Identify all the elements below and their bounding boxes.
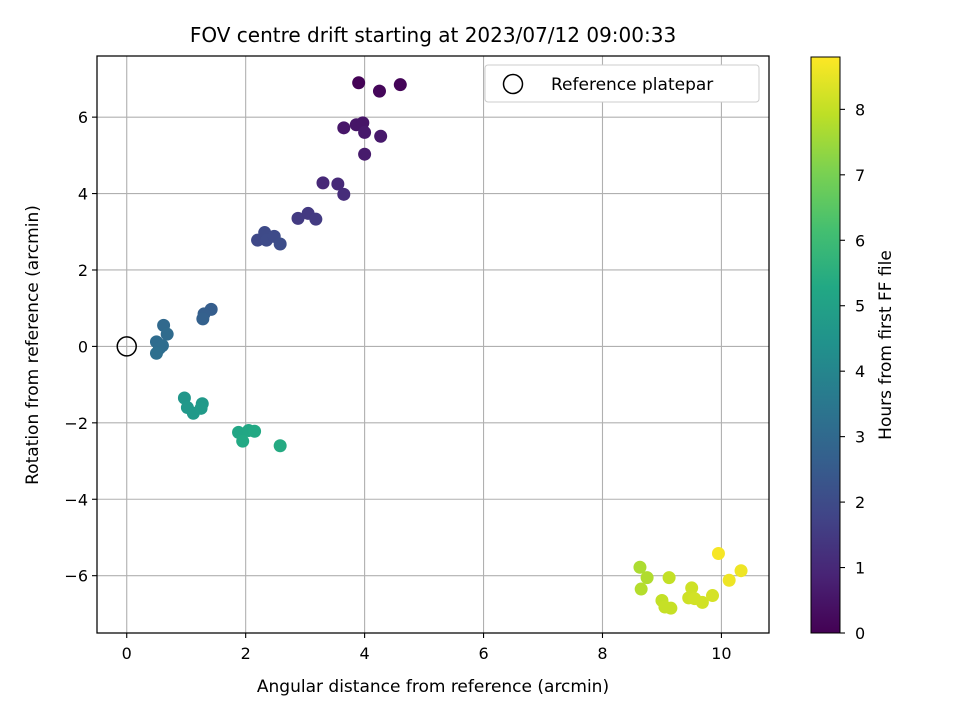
data-point [374, 129, 388, 143]
data-point [352, 76, 366, 90]
data-point [236, 434, 250, 448]
colorbar-tick-label: 8 [855, 100, 865, 119]
legend-marker-icon [502, 73, 524, 95]
colorbar-tick-label: 5 [855, 297, 865, 316]
data-point [273, 439, 287, 453]
data-point [706, 589, 720, 603]
x-tick-label: 8 [597, 644, 607, 663]
y-tick-label: 4 [78, 185, 88, 204]
colorbar-tick-label: 4 [855, 362, 865, 381]
data-points [116, 76, 748, 615]
colorbar-ticks: 0 1 2 3 4 5 6 7 8 [840, 100, 865, 643]
legend: Reference platepar [484, 64, 760, 103]
colorbar-tick-label: 2 [855, 493, 865, 512]
data-point [372, 84, 386, 98]
x-tick-label: 4 [360, 644, 370, 663]
data-point [358, 125, 372, 139]
data-point [309, 212, 323, 226]
x-axis-ticks: 0 2 4 6 8 10 [122, 633, 732, 663]
x-tick-label: 10 [711, 644, 731, 663]
data-point [695, 595, 709, 609]
y-axis-label: Rotation from reference (arcmin) [23, 205, 43, 485]
data-point [640, 571, 654, 585]
colorbar-tick-label: 0 [855, 624, 865, 643]
y-tick-label: −2 [64, 414, 88, 433]
data-point [711, 547, 725, 561]
data-point [358, 147, 372, 161]
data-point [331, 177, 345, 191]
x-tick-label: 6 [478, 644, 488, 663]
data-point [273, 237, 287, 251]
legend-label: Reference platepar [551, 75, 713, 95]
data-point [337, 187, 351, 201]
data-point [160, 327, 174, 341]
legend-box [484, 64, 760, 103]
y-tick-label: 6 [78, 108, 88, 127]
plot-frame [96, 55, 770, 634]
data-point [664, 601, 678, 615]
x-tick-label: 2 [241, 644, 251, 663]
data-point [316, 176, 330, 190]
data-point [248, 424, 262, 438]
gridlines [97, 56, 769, 633]
data-point [634, 582, 648, 596]
colorbar: 0 1 2 3 4 5 6 7 8 Hours from first FF file [810, 56, 896, 643]
data-point [149, 346, 163, 360]
data-point [291, 211, 305, 225]
colorbar-tick-label: 3 [855, 428, 865, 447]
colorbar-tick-label: 6 [855, 231, 865, 250]
y-axis-ticks: −6 −4 −2 0 2 4 6 [64, 108, 97, 586]
data-point [337, 121, 351, 135]
data-point [734, 564, 748, 578]
data-point [685, 581, 699, 595]
data-point [662, 571, 676, 585]
reference-point-marker [116, 336, 137, 357]
data-point [633, 560, 647, 574]
colorbar-label: Hours from first FF file [876, 250, 896, 440]
colorbar-tick-label: 7 [855, 166, 865, 185]
data-point [722, 573, 736, 587]
data-point [196, 312, 210, 326]
data-point [194, 401, 208, 415]
x-tick-label: 0 [122, 644, 132, 663]
y-tick-label: −6 [64, 567, 88, 586]
colorbar-gradient [810, 56, 841, 634]
x-axis-label: Angular distance from reference (arcmin) [257, 677, 609, 697]
y-tick-label: 0 [78, 337, 88, 356]
y-tick-label: −4 [64, 490, 88, 509]
chart-title: FOV centre drift starting at 2023/07/12 … [190, 23, 676, 47]
y-tick-label: 2 [78, 261, 88, 280]
data-point [393, 78, 407, 92]
colorbar-tick-label: 1 [855, 559, 865, 578]
